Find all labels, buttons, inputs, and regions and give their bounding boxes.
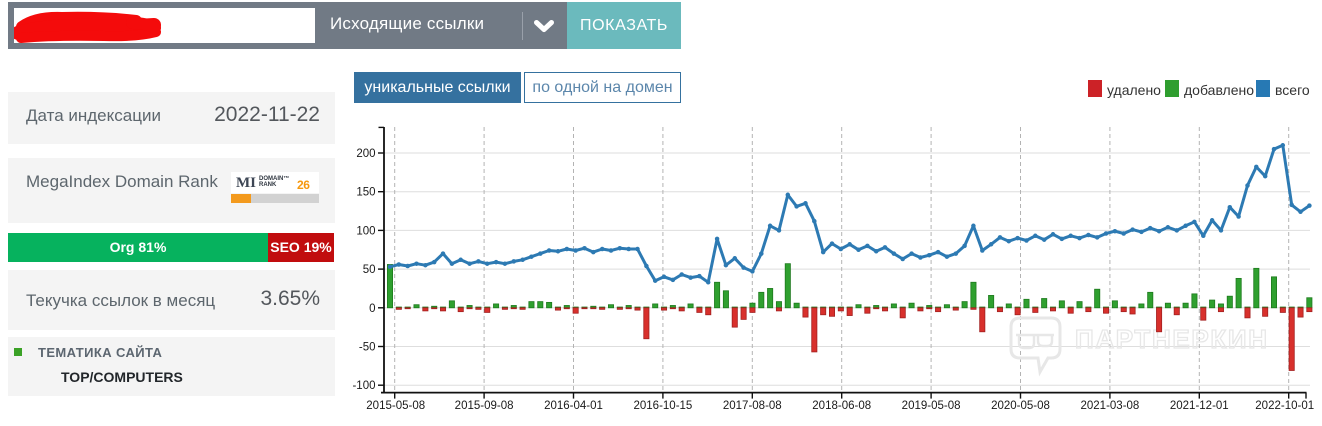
svg-text:2017-08-08: 2017-08-08 <box>723 400 782 412</box>
svg-text:2016-04-01: 2016-04-01 <box>544 400 603 412</box>
svg-text:150: 150 <box>356 187 375 199</box>
svg-text:2020-05-08: 2020-05-08 <box>991 400 1050 412</box>
svg-text:-100: -100 <box>352 380 375 392</box>
svg-text:2022-10-01: 2022-10-01 <box>1255 400 1314 412</box>
svg-text:100: 100 <box>356 225 375 237</box>
svg-text:50: 50 <box>363 264 376 276</box>
svg-text:2021-03-08: 2021-03-08 <box>1080 400 1139 412</box>
svg-text:-50: -50 <box>359 342 376 354</box>
svg-text:2019-05-08: 2019-05-08 <box>902 400 961 412</box>
svg-text:200: 200 <box>356 148 375 160</box>
svg-text:2015-05-08: 2015-05-08 <box>366 400 425 412</box>
svg-text:0: 0 <box>369 303 375 315</box>
svg-text:2021-12-01: 2021-12-01 <box>1170 400 1229 412</box>
svg-text:ПАРТНЕРКИН: ПАРТНЕРКИН <box>1075 324 1269 354</box>
svg-text:2018-06-08: 2018-06-08 <box>812 400 871 412</box>
svg-text:2016-10-15: 2016-10-15 <box>633 400 692 412</box>
svg-text:2015-09-08: 2015-09-08 <box>455 400 514 412</box>
